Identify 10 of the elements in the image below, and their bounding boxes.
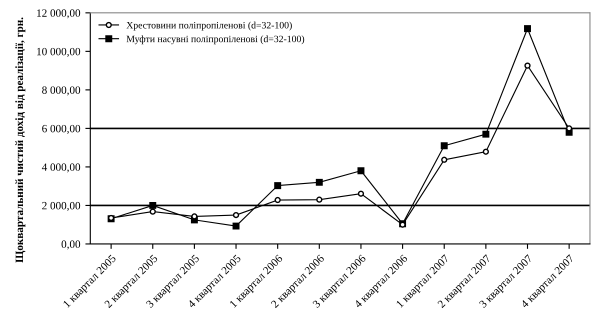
- y-tick-label: 2 000,00: [42, 202, 80, 212]
- y-tick-label: 6 000,00: [42, 124, 80, 134]
- y-tick-label: 8 000,00: [42, 86, 80, 96]
- y-axis-title: Щоквартальний чистий дохід від реалізації, грн.: [15, 18, 26, 263]
- y-tick-label: 0,00: [62, 240, 80, 250]
- y-tick-label: 10 000,00: [37, 48, 80, 57]
- y-tick-label: 4 000,00: [42, 163, 80, 172]
- y-tick-label: 12 000,00: [37, 9, 80, 18]
- legend-label: Муфти насувні поліпропіленові (d=32-100): [126, 35, 304, 44]
- legend-label: Хрестовини поліпропіленові (d=32-100): [126, 22, 292, 30]
